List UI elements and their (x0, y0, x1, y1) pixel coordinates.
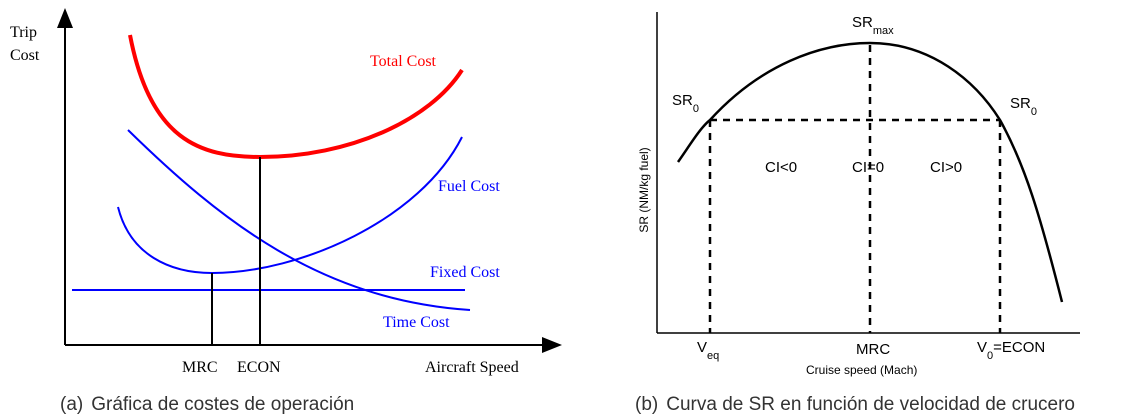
sr0-label: SR0 (1010, 95, 1037, 118)
x-label: Aircraft Speed (425, 359, 519, 376)
caption: (a) Gráfica de costes de operación (60, 394, 354, 415)
mrc-label: MRC (182, 359, 218, 376)
ci-label: CI<0 (765, 159, 797, 176)
caption-label: (b) (635, 394, 658, 415)
total-cost-curve (128, 34, 464, 160)
dashed-lines (708, 45, 1002, 333)
total-cost-label: Total Cost (370, 53, 437, 70)
caption: (b) Curva de SR en función de velocidad d… (635, 394, 1075, 415)
right-diagram: SRmax SR0 SR0 CI<0 CI=0 CI>0 SR (NM/kg f… (635, 12, 1080, 415)
main: V (697, 339, 707, 356)
main: SR (852, 14, 873, 31)
time-cost-curve (127, 129, 471, 311)
caption-text: Gráfica de costes de operación (91, 394, 354, 415)
v0-label: V0=ECON (977, 339, 1045, 362)
sub: 0 (1031, 106, 1037, 118)
ci-label: CI=0 (852, 159, 884, 176)
econ-label: ECON (237, 359, 281, 376)
sr-max-label: SRmax (852, 14, 894, 37)
caption-text: Curva de SR en función de velocidad de c… (666, 394, 1075, 415)
sub: 0 (693, 103, 699, 115)
veq-label: Veq (697, 339, 719, 362)
left-diagram: Trip Cost Total Cost Fuel Cost Fixed Cos… (10, 8, 562, 415)
sr0-label: SR0 (672, 92, 699, 115)
fuel-cost-curve (117, 136, 463, 275)
rest: =ECON (993, 339, 1045, 356)
main: V (977, 339, 987, 356)
y-label: SR (NM/kg fuel) (637, 147, 651, 232)
time-cost-label: Time Cost (383, 314, 450, 331)
main: SR (672, 92, 693, 109)
mrc-label: MRC (856, 341, 890, 358)
x-label: Cruise speed (Mach) (806, 363, 917, 377)
sub: eq (707, 350, 719, 362)
sub: max (873, 25, 894, 37)
main: SR (1010, 95, 1031, 112)
caption-label: (a) (60, 394, 83, 415)
y-label: Trip (10, 24, 37, 41)
y-label: Cost (10, 47, 40, 64)
sub: 0 (987, 350, 993, 362)
fixed-cost-label: Fixed Cost (430, 264, 500, 281)
ci-label: CI>0 (930, 159, 962, 176)
fuel-cost-label: Fuel Cost (438, 178, 500, 195)
